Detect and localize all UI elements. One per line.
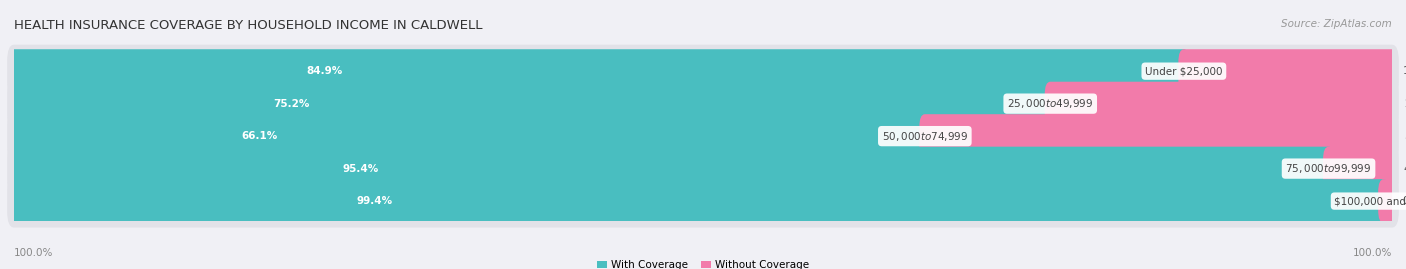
FancyBboxPatch shape bbox=[7, 110, 1399, 162]
FancyBboxPatch shape bbox=[7, 142, 1399, 195]
Text: 15.1%: 15.1% bbox=[1403, 66, 1406, 76]
Text: 66.1%: 66.1% bbox=[242, 131, 278, 141]
FancyBboxPatch shape bbox=[8, 114, 931, 158]
FancyBboxPatch shape bbox=[8, 147, 1334, 190]
Text: HEALTH INSURANCE COVERAGE BY HOUSEHOLD INCOME IN CALDWELL: HEALTH INSURANCE COVERAGE BY HOUSEHOLD I… bbox=[14, 19, 482, 32]
Text: 100.0%: 100.0% bbox=[1353, 248, 1392, 258]
Legend: With Coverage, Without Coverage: With Coverage, Without Coverage bbox=[596, 260, 810, 269]
Text: 24.9%: 24.9% bbox=[1405, 99, 1406, 109]
Text: 99.4%: 99.4% bbox=[357, 196, 392, 206]
Text: Under $25,000: Under $25,000 bbox=[1144, 66, 1223, 76]
FancyBboxPatch shape bbox=[7, 45, 1399, 98]
Text: $25,000 to $49,999: $25,000 to $49,999 bbox=[1007, 97, 1094, 110]
Text: 95.4%: 95.4% bbox=[343, 164, 380, 174]
FancyBboxPatch shape bbox=[8, 49, 1189, 93]
Text: 100.0%: 100.0% bbox=[14, 248, 53, 258]
Text: $75,000 to $99,999: $75,000 to $99,999 bbox=[1285, 162, 1372, 175]
FancyBboxPatch shape bbox=[1045, 82, 1399, 126]
Text: $50,000 to $74,999: $50,000 to $74,999 bbox=[882, 130, 967, 143]
Text: Source: ZipAtlas.com: Source: ZipAtlas.com bbox=[1281, 19, 1392, 29]
FancyBboxPatch shape bbox=[8, 179, 1389, 223]
FancyBboxPatch shape bbox=[1323, 147, 1398, 190]
FancyBboxPatch shape bbox=[1178, 49, 1398, 93]
Text: $100,000 and over: $100,000 and over bbox=[1334, 196, 1406, 206]
Text: 84.9%: 84.9% bbox=[307, 66, 343, 76]
FancyBboxPatch shape bbox=[1378, 179, 1398, 223]
FancyBboxPatch shape bbox=[7, 175, 1399, 228]
Text: 4.6%: 4.6% bbox=[1403, 164, 1406, 174]
Text: 34.0%: 34.0% bbox=[1405, 131, 1406, 141]
FancyBboxPatch shape bbox=[7, 77, 1399, 130]
FancyBboxPatch shape bbox=[8, 82, 1056, 126]
Text: 0.59%: 0.59% bbox=[1403, 196, 1406, 206]
Text: 75.2%: 75.2% bbox=[273, 99, 309, 109]
FancyBboxPatch shape bbox=[920, 114, 1399, 158]
